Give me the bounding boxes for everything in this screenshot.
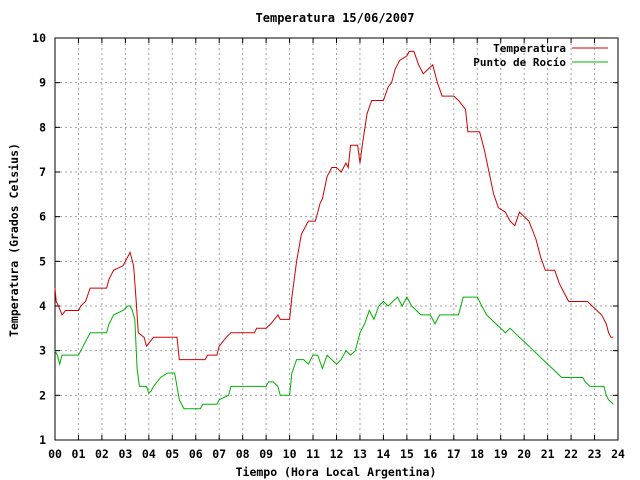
x-tick-label: 08 xyxy=(236,447,250,461)
x-tick-label: 23 xyxy=(588,447,602,461)
x-tick-label: 14 xyxy=(376,447,390,461)
x-tick-label: 20 xyxy=(517,447,531,461)
grid-lines xyxy=(55,38,618,440)
x-tick-label: 17 xyxy=(447,447,461,461)
y-tick-label: 8 xyxy=(39,120,46,134)
x-tick-label: 01 xyxy=(72,447,86,461)
x-tick-label: 22 xyxy=(564,447,578,461)
x-tick-label: 04 xyxy=(142,447,156,461)
y-axis-tick-labels: 1 2 3 4 5 6 7 8 9 10 xyxy=(32,31,46,447)
y-tick-label: 7 xyxy=(39,165,46,179)
y-tick-label: 4 xyxy=(39,299,46,313)
y-tick-label: 5 xyxy=(39,254,46,268)
y-axis-label: Temperatura (Grados Celsius) xyxy=(7,143,21,337)
x-tick-label: 15 xyxy=(400,447,414,461)
x-tick-label: 13 xyxy=(353,447,367,461)
y-tick-label: 3 xyxy=(39,344,46,358)
series-line-temperatura xyxy=(54,50,614,361)
x-tick-label: 03 xyxy=(118,447,132,461)
x-axis-label: Tiempo (Hora Local Argentina) xyxy=(236,465,437,479)
y-tick-label: 10 xyxy=(32,31,46,45)
legend-label-punto-de-rocio: Punto de Rocío xyxy=(473,56,566,69)
x-tick-label: 00 xyxy=(48,447,62,461)
x-axis-tick-labels: 00 01 02 03 04 05 06 07 08 09 10 11 12 13 14 15 16 17 18 19… xyxy=(48,447,625,461)
x-tick-label: 02 xyxy=(95,447,109,461)
x-tick-label: 05 xyxy=(165,447,179,461)
legend-label-temperatura: Temperatura xyxy=(493,42,566,55)
y-tick-label: 9 xyxy=(39,76,46,90)
x-tick-label: 09 xyxy=(259,447,273,461)
x-tick-label: 21 xyxy=(541,447,555,461)
axis-ticks xyxy=(54,37,619,441)
chart-title: Temperatura 15/06/2007 xyxy=(256,11,415,25)
x-tick-label: 16 xyxy=(423,447,437,461)
y-tick-label: 6 xyxy=(39,210,46,224)
x-tick-label: 18 xyxy=(470,447,484,461)
x-tick-label: 07 xyxy=(212,447,226,461)
x-tick-label: 10 xyxy=(283,447,297,461)
x-tick-label: 19 xyxy=(494,447,508,461)
y-tick-label: 2 xyxy=(39,388,46,402)
x-tick-label: 06 xyxy=(189,447,203,461)
series-lines xyxy=(54,50,614,410)
x-tick-label: 24 xyxy=(611,447,625,461)
x-tick-label: 12 xyxy=(330,447,344,461)
x-tick-label: 11 xyxy=(306,447,320,461)
series-line-punto-de-rocio xyxy=(54,296,614,410)
y-tick-label: 1 xyxy=(39,433,46,447)
